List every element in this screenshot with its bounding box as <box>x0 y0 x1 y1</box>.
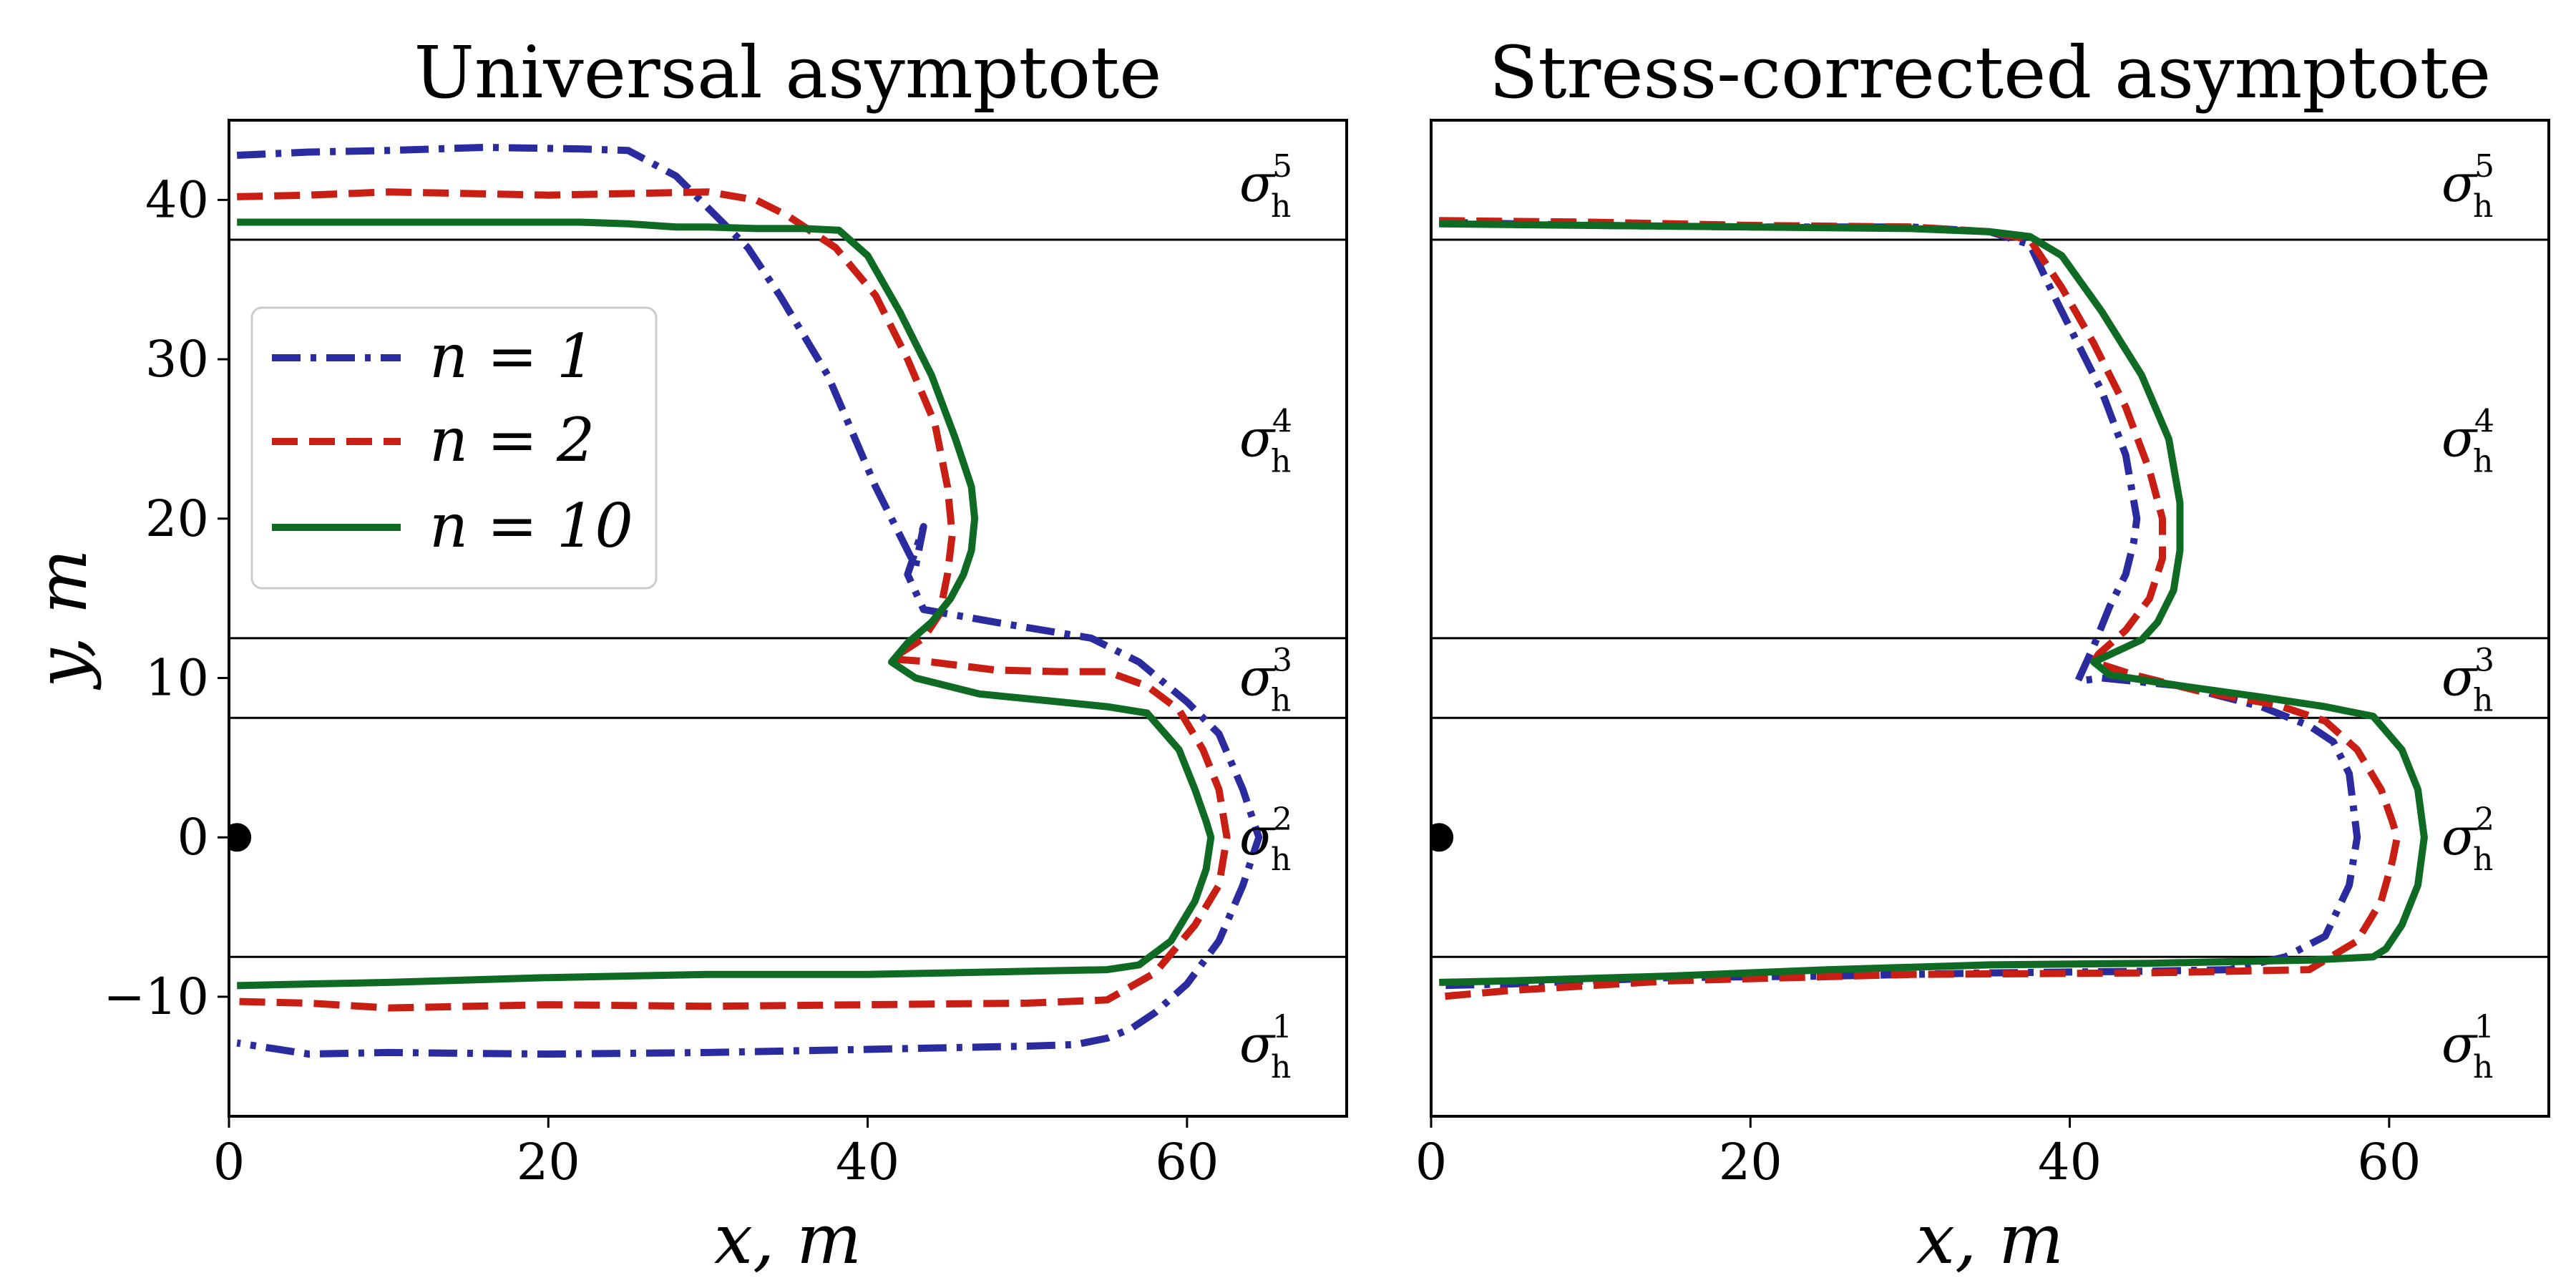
x-axis-label: x, m <box>714 1199 862 1279</box>
layer-label-sup: 1 <box>2474 1009 2494 1045</box>
layer-label-sup: 3 <box>1272 643 1292 679</box>
x-axis-ticks: 0 20 40 60 <box>1415 1116 2421 1191</box>
plot-area <box>229 143 1263 1058</box>
layer-label-sup: 4 <box>1272 403 1292 439</box>
axes-frame <box>1430 119 2550 1118</box>
layer-boundaries <box>1431 238 2549 958</box>
layer-label-sub: h <box>1271 841 1291 878</box>
axes-frame <box>228 119 1348 1118</box>
x-tick-label: 0 <box>1415 1133 1448 1191</box>
legend: n = 1 n = 2 n = 10 <box>250 306 658 590</box>
plot-area <box>1431 217 2428 1000</box>
layer-label-sub: h <box>2473 188 2493 225</box>
x-tick-label: 40 <box>836 1133 899 1191</box>
layer-label: σ <box>2441 648 2478 708</box>
x-tick-label: 40 <box>2038 1133 2102 1191</box>
x-tick-label: 60 <box>1155 1133 1219 1191</box>
layer-label: σ <box>1239 648 1276 708</box>
layer-label-sup: 2 <box>1272 801 1292 838</box>
layer-label-sub: h <box>1271 1049 1291 1085</box>
layer-label-sup: 5 <box>1272 148 1292 185</box>
panel-stress-corrected-asymptote: Stress-corrected asymptote σh5σh4σh3σh2σ… <box>1415 31 2550 1279</box>
layer-label-sub: h <box>2473 1049 2493 1085</box>
series-line-n-2 <box>237 188 1231 1012</box>
injection-point-marker <box>1431 823 1454 852</box>
series-lines <box>236 143 1263 1058</box>
y-tick-label: 10 <box>145 649 209 708</box>
layer-label-sub: h <box>2473 683 2493 719</box>
layer-label: σ <box>2441 806 2478 867</box>
layer-label-sup: 2 <box>2474 801 2494 838</box>
injection-point-marker <box>229 823 252 852</box>
panel-title: Stress-corrected asymptote <box>1489 31 2491 114</box>
x-tick-label: 20 <box>517 1133 580 1191</box>
x-tick-label: 60 <box>2357 1133 2421 1191</box>
layer-label-sub: h <box>1271 188 1291 225</box>
layer-label-sup: 4 <box>2474 403 2494 439</box>
legend-label-n1: n = 1 <box>429 321 595 391</box>
layer-label-sub: h <box>2473 443 2493 479</box>
layer-label: σ <box>2441 153 2478 213</box>
series-line-n-2 <box>1438 217 2401 1000</box>
y-tick-label: 40 <box>145 170 209 229</box>
legend-box <box>250 306 658 590</box>
layer-label-sub: h <box>1271 683 1291 719</box>
legend-label-n10: n = 10 <box>429 491 633 561</box>
series-line-n-1 <box>1439 218 2361 990</box>
layer-label-sub: h <box>2473 841 2493 878</box>
layer-label: σ <box>2441 1014 2478 1074</box>
layer-label: σ <box>1239 153 1276 213</box>
y-axis-ticks: −10 0 10 20 30 40 <box>103 170 229 1026</box>
y-axis-label: y, m <box>22 549 102 691</box>
series-lines <box>1438 217 2428 1000</box>
y-tick-label: −10 <box>103 967 209 1026</box>
x-axis-label: x, m <box>1916 1199 2064 1279</box>
layer-label-sup: 5 <box>2474 148 2494 185</box>
x-tick-label: 0 <box>213 1133 245 1191</box>
x-tick-label: 20 <box>1719 1133 1782 1191</box>
series-line-n-1 <box>236 143 1263 1058</box>
layer-boundaries <box>229 238 1347 958</box>
y-tick-label: 30 <box>145 330 209 389</box>
y-tick-label: 20 <box>145 489 209 548</box>
panel-title: Universal asymptote <box>414 31 1162 114</box>
layer-label: σ <box>1239 806 1276 867</box>
x-axis-ticks: 0 20 40 60 <box>213 1116 1219 1191</box>
series-line-n-10 <box>237 218 1215 990</box>
layer-label-sup: 3 <box>2474 643 2494 679</box>
layer-label: σ <box>1239 1014 1276 1074</box>
y-tick-label: 0 <box>177 808 209 867</box>
layer-label-sup: 1 <box>1272 1009 1292 1045</box>
legend-label-n2: n = 2 <box>429 405 595 475</box>
layer-label: σ <box>1239 408 1276 468</box>
layer-label-sub: h <box>1271 443 1291 479</box>
series-line-n-10 <box>1439 220 2428 986</box>
layer-label: σ <box>2441 408 2478 468</box>
